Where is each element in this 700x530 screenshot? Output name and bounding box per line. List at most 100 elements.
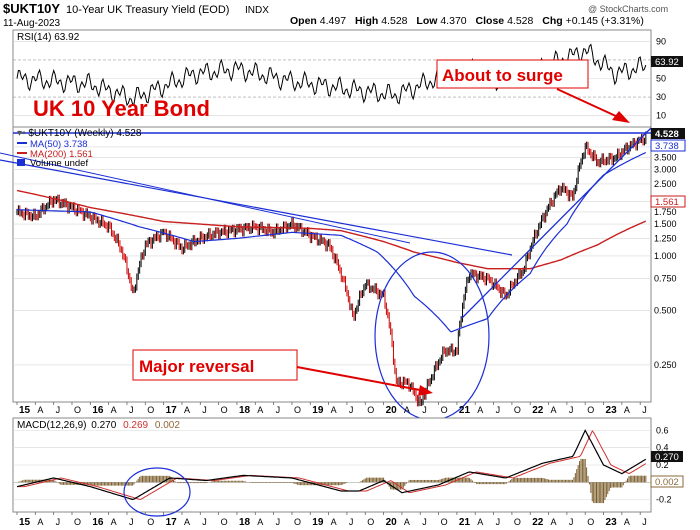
x-axis-label: O <box>74 405 81 415</box>
x-axis-label: 22 <box>532 517 544 528</box>
symbol: $UKT10Y <box>3 1 60 16</box>
x-axis-label: O <box>221 405 228 415</box>
close-label: Close <box>476 15 505 27</box>
x-axis-label: J <box>349 517 354 527</box>
x-axis-label: 19 <box>312 405 324 416</box>
x-axis-label: A <box>404 405 410 415</box>
x-axis-label: O <box>441 405 448 415</box>
x-axis-label: J <box>129 517 134 527</box>
price-tick-label: 0.500 <box>654 305 677 315</box>
x-axis-label: 20 <box>386 517 398 528</box>
watermark: @ StockCharts.com <box>588 4 668 14</box>
x-axis-label: A <box>477 405 483 415</box>
open-value: 4.497 <box>320 15 346 27</box>
price-tick-label: 1.250 <box>654 233 677 243</box>
about-to-surge-arrowhead <box>612 111 630 123</box>
macd-badge <box>651 451 683 462</box>
x-axis-label: A <box>111 405 117 415</box>
signal-line <box>17 430 647 500</box>
price-panel-frame <box>12 126 652 403</box>
ma50-badge <box>650 139 686 152</box>
rsi-tick-label: 10 <box>656 111 666 121</box>
x-axis-label: 19 <box>312 517 324 528</box>
chg-value: +0.145 (+3.31%) <box>566 15 644 27</box>
x-axis-label: J <box>56 405 61 415</box>
price-tick-label: 3.500 <box>654 152 677 162</box>
hist-badge <box>650 475 684 488</box>
x-axis-label: A <box>37 405 43 415</box>
chg-label: Chg <box>542 15 562 27</box>
x-axis-label: 23 <box>606 517 618 528</box>
x-axis-label: O <box>587 517 594 527</box>
price-bars <box>16 131 647 407</box>
close-value: 4.528 <box>507 15 533 27</box>
macd-legend-hist: 0.002 <box>155 420 180 431</box>
legend-ma50: MA(50) 3.738 <box>17 139 88 150</box>
x-axis-label: J <box>276 405 281 415</box>
ohlc-line: Open 4.497 High 4.528 Low 4.370 Close 4.… <box>290 15 644 27</box>
macd-tick-label: 0.4 <box>656 443 669 453</box>
about-to-surge-label: About to surge <box>442 66 563 85</box>
x-axis-label: A <box>624 517 630 527</box>
high-value: 4.528 <box>381 15 407 27</box>
rsi-tick-label: 50 <box>656 74 666 84</box>
x-axis-label: O <box>147 517 154 527</box>
macd-line <box>16 429 647 501</box>
ma200-line <box>16 189 647 270</box>
major-reversal-label: Major reversal <box>139 357 254 376</box>
chart-header: $UKT10Y 10-Year UK Treasury Yield (EOD) … <box>3 1 668 29</box>
x-axis-label: 15 <box>19 405 31 416</box>
macd-panel: MACD(12,26,9) 0.270 0.269 0.002 0.6 0.4 0.… <box>12 417 684 517</box>
about-to-surge-arrow <box>556 88 619 118</box>
x-axis-label: J <box>642 405 647 415</box>
x-axis-label: 16 <box>92 517 104 528</box>
x-axis-bottom: 15 A J O 16 A J O 17 A J O 18 A J O 19 A J O 20 A J O 21 A J O 22 A J O… <box>16 512 647 528</box>
x-axis-label: 21 <box>459 517 471 528</box>
x-axis-label: A <box>257 517 263 527</box>
x-axis-label: J <box>276 517 281 527</box>
x-axis-label: 21 <box>459 405 471 416</box>
x-axis-label: O <box>147 405 154 415</box>
x-axis-label: 20 <box>386 405 398 416</box>
macd-tick-label: 0.6 <box>656 425 669 435</box>
major-reversal-arrowhead <box>418 385 433 396</box>
legend-volume: Volume undef <box>17 158 88 169</box>
x-axis-label: 18 <box>239 405 251 416</box>
x-axis-label: O <box>441 517 448 527</box>
price-legend-glyph: ▾▪ <box>17 128 26 139</box>
x-axis-label: J <box>56 517 61 527</box>
x-axis-mid: 15 A J O 16 A J O 17 A J O 18 A J O 19 A J O 20 A J O 21 A J O 22 A J O… <box>16 402 647 416</box>
low-label: Low <box>416 15 438 27</box>
x-axis-label: J <box>129 405 134 415</box>
x-axis-label: A <box>477 517 483 527</box>
legend-ma50-text: MA(50) 3.738 <box>30 139 88 150</box>
price-panel: ▾▪ $UKT10Y (Weekly) 4.528 MA(50) 3.738 M… <box>0 59 686 421</box>
x-axis-label: O <box>367 517 374 527</box>
x-axis-label: 17 <box>166 405 178 416</box>
high-label: High <box>355 15 378 27</box>
rsi-legend: RSI(14) 63.92 <box>17 32 80 43</box>
x-axis-label: O <box>221 517 228 527</box>
macd-circle <box>123 467 191 517</box>
x-axis-label: J <box>569 405 574 415</box>
macd-legend: MACD(12,26,9) 0.270 0.269 0.002 <box>17 420 180 431</box>
price-legend-main: ▾▪ $UKT10Y (Weekly) 4.528 <box>17 128 142 139</box>
x-axis-label: 15 <box>19 517 31 528</box>
rsi-value-badge-text: 63.92 <box>655 57 679 68</box>
x-axis-label: A <box>331 517 337 527</box>
exchange: INDX <box>245 5 269 16</box>
ma200-badge <box>650 195 686 208</box>
major-reversal-box <box>132 349 298 381</box>
low-value: 4.370 <box>440 15 466 27</box>
legend-volume-swatch <box>17 159 25 166</box>
major-reversal-arrow <box>296 366 421 391</box>
price-tick-label: 1.750 <box>654 207 677 217</box>
macd-legend-prefix: MACD(12,26,9) <box>17 420 86 431</box>
x-axis-label: J <box>349 405 354 415</box>
price-tick-label: 0.250 <box>654 360 677 370</box>
x-axis-label: A <box>331 405 337 415</box>
x-axis-label: 17 <box>166 517 178 528</box>
ma50-line <box>17 151 647 333</box>
macd-legend-macd: 0.270 <box>91 420 116 431</box>
